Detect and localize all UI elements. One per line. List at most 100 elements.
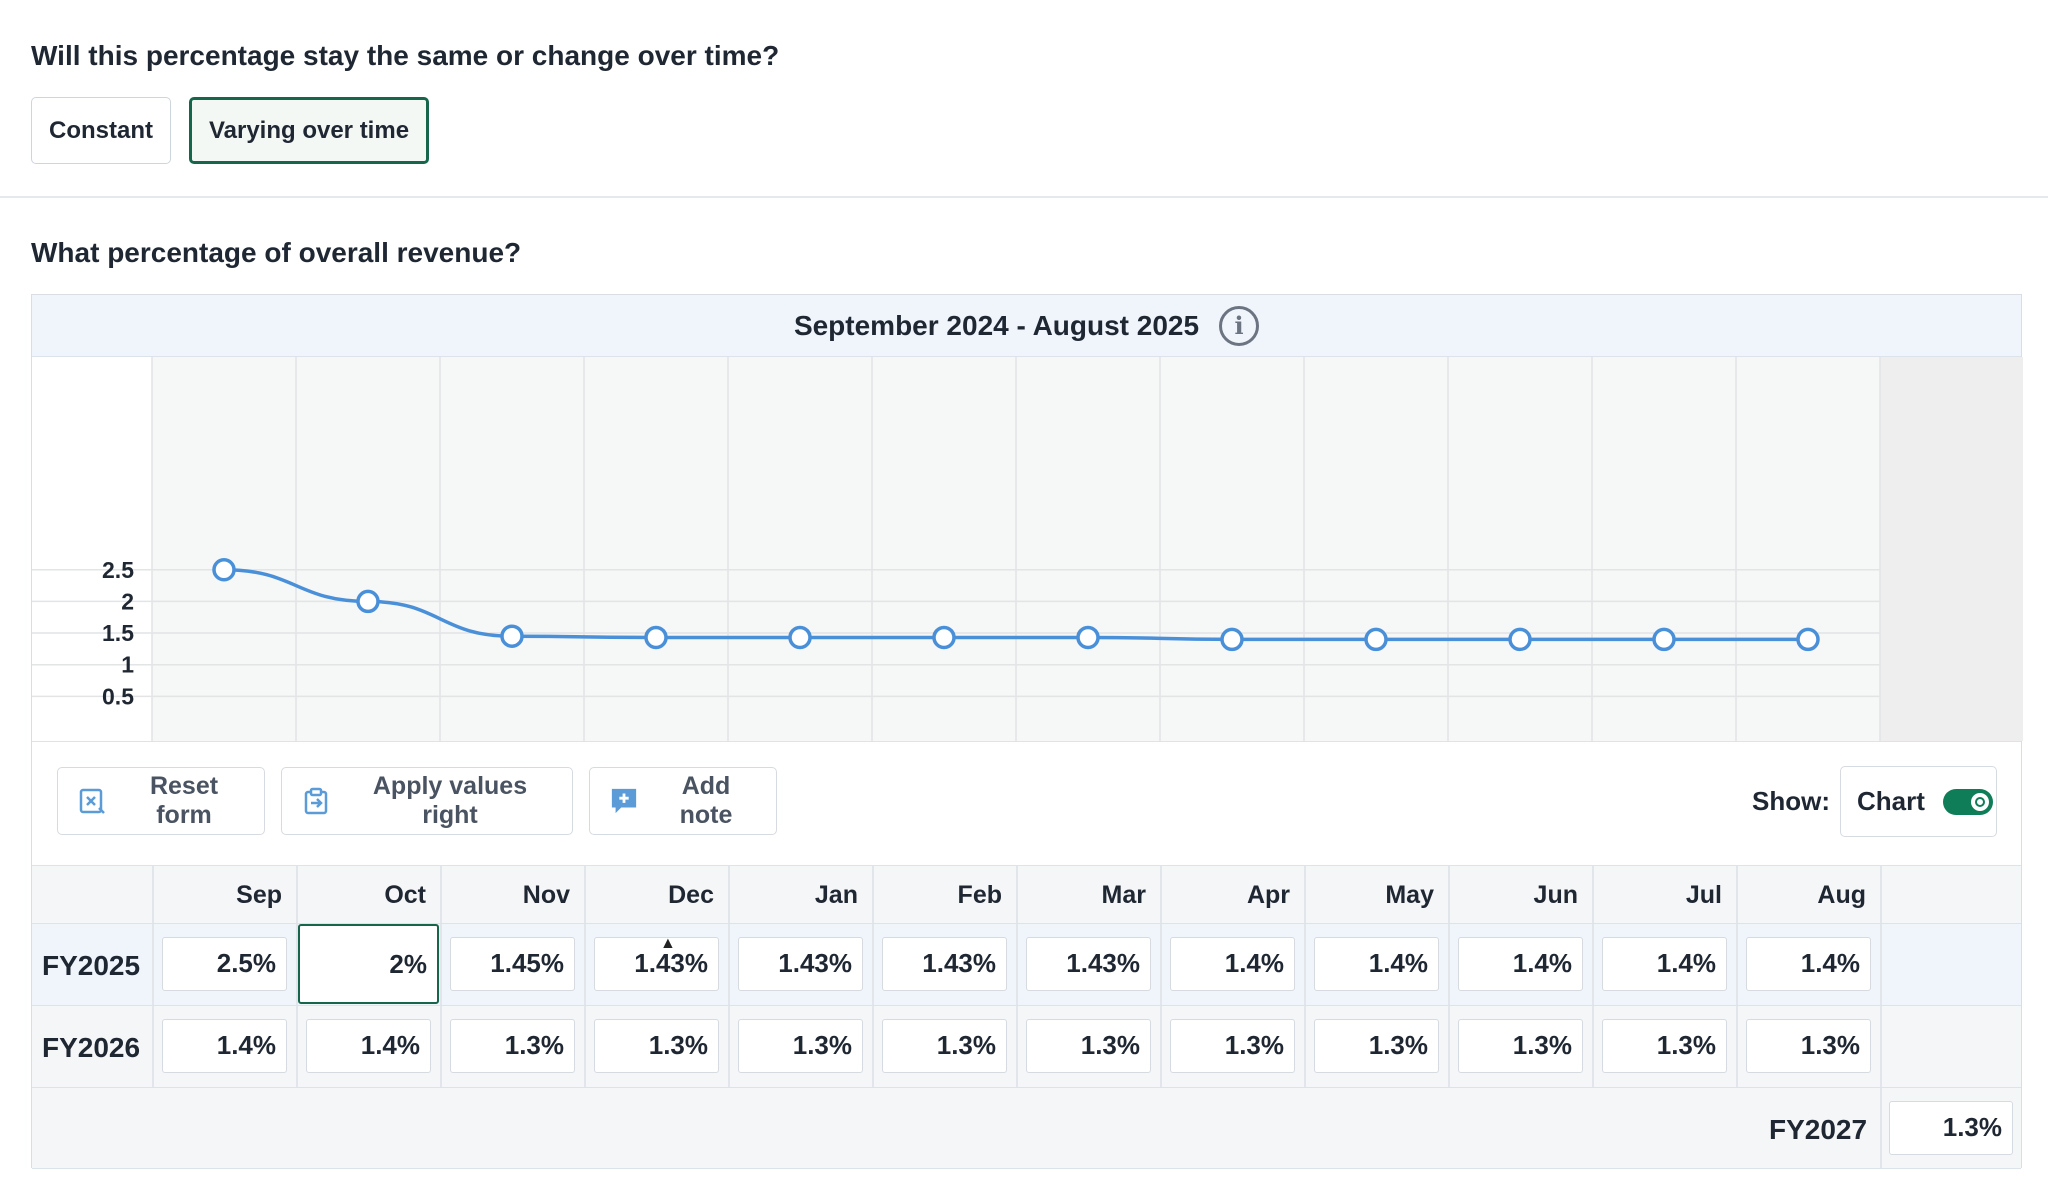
column-divider — [584, 924, 586, 1005]
fy2025-apr-input[interactable]: 1.4% — [1170, 937, 1295, 991]
fy2025-jun-input[interactable]: 1.4% — [1458, 937, 1583, 991]
column-divider — [1160, 866, 1162, 923]
column-divider — [1592, 924, 1594, 1005]
chart-toggle-control[interactable]: Chart — [1840, 766, 1997, 837]
fy2026-label: FY2026 — [42, 1032, 141, 1063]
month-header-jan: Jan — [814, 881, 858, 909]
month-header-row: Sep Oct Nov Dec Jan Feb Mar Apr May Jun Jul Aug — [32, 865, 2021, 923]
fy2026-may-input[interactable]: 1.3% — [1314, 1019, 1439, 1073]
constant-option-button[interactable]: Constant — [31, 97, 171, 164]
period-header: September 2024 - August 2025 i — [32, 295, 2021, 357]
fy2027-value-input[interactable]: 1.3% — [1889, 1101, 2013, 1155]
column-divider — [1592, 866, 1594, 923]
column-divider — [1448, 1006, 1450, 1087]
fy2026-jan-input[interactable]: 1.3% — [738, 1019, 863, 1073]
data-point-aug — [1796, 627, 1820, 652]
fy2025-aug-input[interactable]: 1.4% — [1746, 937, 1871, 991]
month-header-feb: Feb — [957, 881, 1002, 909]
fy2025-jan-input[interactable]: 1.43% — [738, 937, 863, 991]
column-divider — [1160, 924, 1162, 1005]
toggle-knob — [1970, 792, 1989, 811]
fy2026-jul-input[interactable]: 1.3% — [1602, 1019, 1727, 1073]
column-divider — [1016, 924, 1018, 1005]
fy2026-nov-input[interactable]: 1.3% — [450, 1019, 575, 1073]
fy2025-sep-input[interactable]: 2.5% — [162, 937, 287, 991]
fy2025-mar-input[interactable]: 1.43% — [1026, 937, 1151, 991]
month-header-dec: Dec — [668, 881, 714, 909]
chart-right-gutter — [1880, 357, 2023, 741]
fy2025-row: FY2025 2.5% 2% 1.45% 1.43% 1.43% 1.43% 1.43% 1.… — [32, 923, 2021, 1005]
fy2026-oct-input[interactable]: 1.4% — [306, 1019, 431, 1073]
month-header-jun: Jun — [1533, 881, 1578, 909]
column-divider — [1448, 866, 1450, 923]
data-point-may — [1364, 627, 1388, 652]
column-divider — [728, 866, 730, 923]
fy2025-feb-input[interactable]: 1.43% — [882, 937, 1007, 991]
column-divider — [728, 924, 730, 1005]
column-divider — [296, 1006, 298, 1087]
data-point-nov — [500, 624, 524, 648]
column-divider — [440, 1006, 442, 1087]
data-point-dec — [644, 625, 668, 650]
y-tick-label: 2 — [121, 588, 134, 614]
varying-over-time-option-button[interactable]: Varying over time — [189, 97, 429, 164]
apply-values-right-button[interactable]: Apply values right — [281, 767, 573, 835]
reset-form-button[interactable]: Reset form — [57, 767, 265, 835]
column-divider — [584, 866, 586, 923]
column-divider — [872, 1006, 874, 1087]
column-divider — [1160, 1006, 1162, 1087]
fy2025-nov-input[interactable]: 1.45% — [450, 937, 575, 991]
column-divider — [872, 866, 874, 923]
column-divider — [1736, 924, 1738, 1005]
add-note-label: Add note — [679, 772, 733, 829]
fy2026-feb-input[interactable]: 1.3% — [882, 1019, 1007, 1073]
column-divider — [440, 866, 442, 923]
question-time-behavior: Will this percentage stay the same or ch… — [31, 40, 780, 71]
add-note-button[interactable]: Add note — [589, 767, 777, 835]
fy2025-may-input[interactable]: 1.4% — [1314, 937, 1439, 991]
month-header-aug: Aug — [1817, 881, 1866, 909]
form-toolbar: Reset form Apply values right Add note S… — [32, 741, 2021, 865]
column-divider — [1304, 1006, 1306, 1087]
column-divider — [440, 924, 442, 1005]
y-tick-label: 1 — [121, 652, 134, 678]
apply-values-right-label: Apply values right — [372, 772, 528, 829]
fy2025-jul-input[interactable]: 1.4% — [1602, 937, 1727, 991]
column-divider — [1736, 866, 1738, 923]
month-header-mar: Mar — [1101, 881, 1146, 909]
fy2026-mar-input[interactable]: 1.3% — [1026, 1019, 1151, 1073]
fy2025-dec-input[interactable]: 1.43% — [594, 937, 719, 991]
data-point-mar — [1076, 625, 1100, 650]
column-divider — [1304, 924, 1306, 1005]
column-divider — [152, 924, 154, 1005]
month-header-nov: Nov — [522, 881, 570, 909]
fy2025-oct-input[interactable]: 2% — [298, 924, 439, 1004]
column-divider — [1880, 1088, 1882, 1168]
info-icon[interactable]: i — [1219, 305, 1260, 346]
data-point-sep — [212, 558, 236, 582]
fy2026-dec-input[interactable]: 1.3% — [594, 1019, 719, 1073]
fy2026-apr-input[interactable]: 1.3% — [1170, 1019, 1295, 1073]
column-divider — [152, 1006, 154, 1087]
column-divider — [296, 924, 298, 1005]
column-divider — [152, 866, 154, 923]
column-divider — [1880, 924, 1882, 1005]
reset-form-label: Reset form — [149, 772, 219, 829]
fy2025-label: FY2025 — [42, 950, 141, 981]
fy2026-jun-input[interactable]: 1.3% — [1458, 1019, 1583, 1073]
data-point-oct — [356, 589, 380, 614]
chart-toggle-switch[interactable] — [1942, 788, 1993, 815]
percentage-line-chart: 0.5 1 1.5 2 2.5 — [32, 357, 2023, 741]
fy2026-aug-input[interactable]: 1.3% — [1746, 1019, 1871, 1073]
data-point-jul — [1652, 627, 1676, 652]
fy2026-row: FY2026 1.4% 1.4% 1.3% 1.3% 1.3% 1.3% 1.3% 1.3% 1… — [32, 1005, 2021, 1087]
column-divider — [1448, 924, 1450, 1005]
fy2026-sep-input[interactable]: 1.4% — [162, 1019, 287, 1073]
clipboard-icon — [302, 787, 330, 815]
data-point-jun — [1508, 627, 1532, 652]
column-divider — [1304, 866, 1306, 923]
y-tick-label: 0.5 — [102, 683, 134, 709]
mouse-cursor-icon: ▲ — [660, 935, 676, 952]
column-divider — [1016, 866, 1018, 923]
column-divider — [1880, 866, 1882, 923]
